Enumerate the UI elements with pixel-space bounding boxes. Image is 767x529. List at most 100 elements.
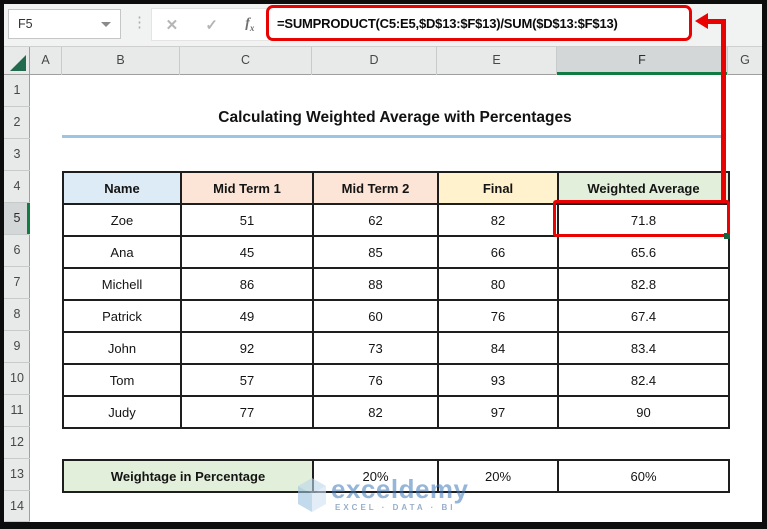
column-header-g[interactable]: G [740,53,750,67]
cell-b6[interactable]: Ana [62,235,182,269]
cell-d13[interactable]: 20% [312,459,439,493]
row-header-11[interactable]: 11 [4,395,30,427]
cell-f7[interactable]: 82.8 [557,267,730,301]
table-row: Zoe 51 62 82 71.8 [62,203,730,237]
row-header-10[interactable]: 10 [4,363,30,395]
cell-b13-weightage-label[interactable]: Weightage in Percentage [62,459,314,493]
cell-b9[interactable]: John [62,331,182,365]
cell-b10[interactable]: Tom [62,363,182,397]
cell-b11[interactable]: Judy [62,395,182,429]
row-header-14[interactable]: 14 [4,491,30,522]
cell-c9[interactable]: 92 [180,331,314,365]
name-box[interactable]: F5 [8,9,121,39]
name-box-value: F5 [18,17,33,31]
row-header-5-selected[interactable]: 5 [4,203,30,235]
table-row: Judy 77 82 97 90 [62,395,730,429]
cell-d5[interactable]: 62 [312,203,439,237]
column-header-b[interactable]: B [62,47,180,75]
cell-c4[interactable]: Mid Term 1 [180,171,314,205]
cell-e7[interactable]: 80 [437,267,559,301]
cell-e6[interactable]: 66 [437,235,559,269]
weightage-table: Weightage in Percentage 20% 20% 60% [62,459,730,493]
table-header-row: Name Mid Term 1 Mid Term 2 Final Weighte… [62,171,730,205]
column-header-c[interactable]: C [180,47,312,75]
column-header-e[interactable]: E [437,47,557,75]
row-header-2[interactable]: 2 [4,107,30,139]
cell-d7[interactable]: 88 [312,267,439,301]
cell-b5[interactable]: Zoe [62,203,182,237]
row-header-13[interactable]: 13 [4,459,30,491]
cell-b8[interactable]: Patrick [62,299,182,333]
scores-table: Name Mid Term 1 Mid Term 2 Final Weighte… [62,171,730,429]
cell-c10[interactable]: 57 [180,363,314,397]
cell-f8[interactable]: 67.4 [557,299,730,333]
cell-f9[interactable]: 83.4 [557,331,730,365]
row-header-9[interactable]: 9 [4,331,30,363]
row-header-4[interactable]: 4 [4,171,30,203]
enter-icon[interactable]: ✓ [205,16,218,34]
cell-e4[interactable]: Final [437,171,559,205]
row-header-3[interactable]: 3 [4,139,30,171]
table-row: Patrick 49 60 76 67.4 [62,299,730,333]
cancel-icon[interactable]: ✕ [165,16,179,34]
formula-text: =SUMPRODUCT(C5:E5,$D$13:$F$13)/SUM($D$13… [277,15,618,31]
cell-d8[interactable]: 60 [312,299,439,333]
row-header-8[interactable]: 8 [4,299,30,331]
cell-f10[interactable]: 82.4 [557,363,730,397]
table-row: John 92 73 84 83.4 [62,331,730,365]
cell-f11[interactable]: 90 [557,395,730,429]
cell-e5[interactable]: 82 [437,203,559,237]
row-header-1[interactable]: 1 [4,75,30,107]
cell-d11[interactable]: 82 [312,395,439,429]
cell-e8[interactable]: 76 [437,299,559,333]
weightage-row: Weightage in Percentage 20% 20% 60% [62,459,730,493]
cell-d10[interactable]: 76 [312,363,439,397]
title-underline [62,135,724,138]
cell-d9[interactable]: 73 [312,331,439,365]
select-all-triangle-icon [10,55,26,71]
formula-bar-separator-icon: ⋮ [132,14,147,31]
cell-c6[interactable]: 45 [180,235,314,269]
table-row: Ana 45 85 66 65.6 [62,235,730,269]
cell-e11[interactable]: 97 [437,395,559,429]
cell-c8[interactable]: 49 [180,299,314,333]
cell-b4[interactable]: Name [62,171,182,205]
row-header-7[interactable]: 7 [4,267,30,299]
cell-c11[interactable]: 77 [180,395,314,429]
cell-c7[interactable]: 86 [180,267,314,301]
cell-e13[interactable]: 20% [437,459,559,493]
cell-e9[interactable]: 84 [437,331,559,365]
annotation-arrowhead-icon [695,13,708,29]
selected-cell-highlight-box [553,200,730,237]
cell-d6[interactable]: 85 [312,235,439,269]
annotation-arrow-horizontal [707,19,726,24]
watermark-tagline: EXCEL · DATA · BI [335,503,456,513]
cell-f6[interactable]: 65.6 [557,235,730,269]
formula-input-highlight-box[interactable]: =SUMPRODUCT(C5:E5,$D$13:$F$13)/SUM($D$13… [266,5,692,41]
column-header-f-selected[interactable]: F [557,47,728,75]
formula-bar: F5 ⋮ ✕ ✓ fx =SUMPRODUCT(C5:E5,$D$13:$F$1… [4,4,762,47]
cell-f4[interactable]: Weighted Average [557,171,730,205]
excel-window: F5 ⋮ ✕ ✓ fx =SUMPRODUCT(C5:E5,$D$13:$F$1… [4,4,762,522]
cell-d4[interactable]: Mid Term 2 [312,171,439,205]
row-header-6[interactable]: 6 [4,235,30,267]
cell-f5-selected[interactable]: 71.8 [557,203,730,237]
insert-function-icon[interactable]: fx [245,16,255,33]
name-box-dropdown-icon[interactable] [101,21,111,27]
cell-c5[interactable]: 51 [180,203,314,237]
table-row: Michell 86 88 80 82.8 [62,267,730,301]
annotation-arrow-vertical [721,19,726,200]
cell-b7[interactable]: Michell [62,267,182,301]
select-all-corner[interactable] [4,47,30,75]
formula-buttons-panel: ✕ ✓ fx [151,8,269,41]
column-header-a[interactable]: A [30,47,62,75]
row-header-column: 1 2 3 4 5 6 7 8 9 10 11 12 13 14 [4,75,30,522]
fill-handle[interactable] [724,233,730,239]
column-header-d[interactable]: D [312,47,437,75]
cell-f13[interactable]: 60% [557,459,730,493]
cell-e10[interactable]: 93 [437,363,559,397]
row-header-12[interactable]: 12 [4,427,30,459]
sheet-title: Calculating Weighted Average with Percen… [218,109,572,126]
column-header-row: A B C D E F G [4,47,762,75]
